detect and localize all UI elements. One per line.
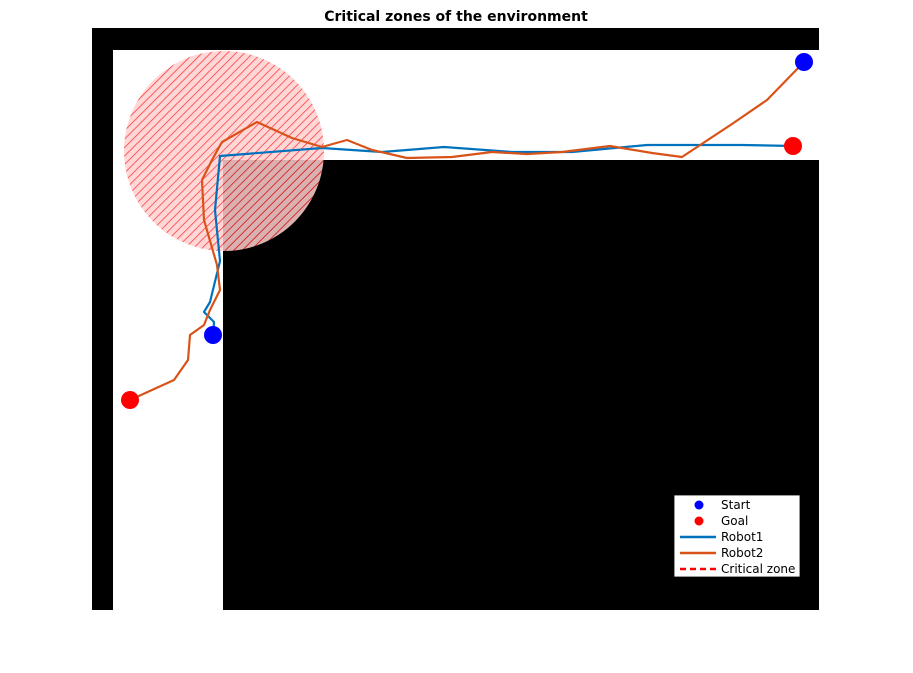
legend-label: Critical zone — [721, 562, 795, 576]
legend-label: Robot1 — [721, 530, 763, 544]
critical-zone-circle — [124, 51, 324, 251]
robot-paths — [128, 60, 806, 402]
legend-label: Start — [721, 498, 751, 512]
legend-item-robot2: Robot2 — [680, 546, 763, 560]
critical-zones — [124, 51, 324, 251]
legend-item-start: Start — [694, 498, 751, 512]
goal-marker-2 — [121, 391, 139, 409]
legend-swatch — [694, 516, 704, 526]
legend-label: Robot2 — [721, 546, 763, 560]
goal-marker-1 — [784, 137, 802, 155]
start-goal-markers — [121, 53, 813, 409]
chart-title: Critical zones of the environment — [324, 9, 588, 25]
legend-item-robot1: Robot1 — [680, 530, 763, 544]
legend-item-critical-zone: Critical zone — [680, 562, 795, 576]
series-line-robot2 — [128, 60, 806, 402]
legend-item-goal: Goal — [694, 514, 748, 528]
legend-label: Goal — [721, 514, 748, 528]
obstacle-top-wall — [92, 28, 819, 50]
start-marker-1 — [795, 53, 813, 71]
start-marker-2 — [204, 326, 222, 344]
obstacle-left-wall — [92, 28, 113, 610]
plot-area — [92, 28, 819, 610]
legend: Start Goal Robot1 Robot2 Critical zone — [673, 494, 801, 578]
legend-swatch — [694, 500, 704, 510]
